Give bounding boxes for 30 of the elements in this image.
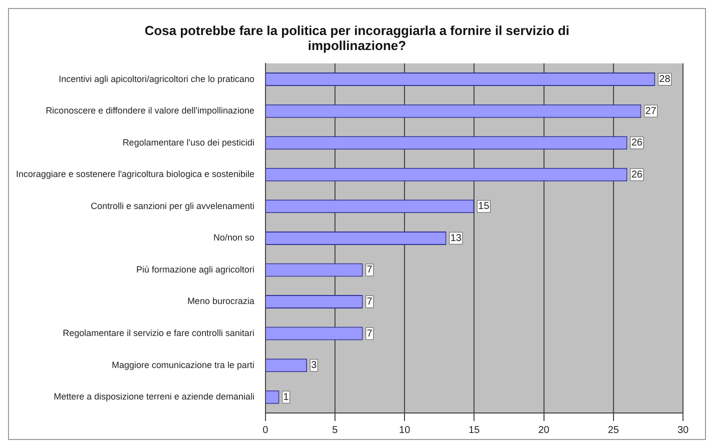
x-tick-label: 10 xyxy=(399,424,411,436)
y-tick-label: Mettere a disposizione terreni e aziende demaniali xyxy=(54,392,254,402)
y-tick-label: Regolamentare l'uso dei pesticidi xyxy=(122,137,254,148)
x-tick-label: 30 xyxy=(677,424,689,436)
y-tick-label: Più formazione agli agricoltori xyxy=(136,264,254,274)
x-tick-label: 25 xyxy=(608,424,620,436)
data-label: 13 xyxy=(450,232,462,244)
data-label: 1 xyxy=(283,392,290,403)
y-tick-label: No/non so xyxy=(213,232,254,243)
data-label: 26 xyxy=(631,138,643,149)
data-label: 3 xyxy=(311,360,318,372)
data-label: 7 xyxy=(366,296,373,308)
data-label: 15 xyxy=(478,201,490,212)
y-tick-label: Regolamentare il servizio e fare controlli sanitari xyxy=(62,328,254,338)
x-tick-label: 5 xyxy=(332,424,338,436)
y-tick-label: Controlli e sanzioni per gli avvelenamenti xyxy=(90,200,254,211)
y-tick-label: Riconoscere e diffondere il valore dell'impollinazione xyxy=(46,106,254,116)
y-tick-label: Maggiore comunicazione tra le parti xyxy=(112,360,254,370)
x-tick-label: 15 xyxy=(468,424,480,436)
data-label: 28 xyxy=(659,74,671,86)
y-tick-label: Incentivi agli apicoltori/agricoltori che lo praticano xyxy=(58,74,254,84)
y-tick-label: Incoraggiare e sostenere l'agricoltura biologica e sostenibile xyxy=(16,169,254,180)
data-label: 27 xyxy=(645,106,657,117)
y-tick-label: Meno burocrazia xyxy=(187,296,254,306)
chart-title: Cosa potrebbe fare la politica per incoraggiarla a fornire il servizio di impollinazione? xyxy=(144,22,570,55)
x-tick-label: 20 xyxy=(538,424,550,436)
data-label: 7 xyxy=(366,264,373,276)
data-label: 26 xyxy=(631,169,643,180)
x-tick-label: 0 xyxy=(262,424,269,436)
data-label: 7 xyxy=(366,328,373,340)
